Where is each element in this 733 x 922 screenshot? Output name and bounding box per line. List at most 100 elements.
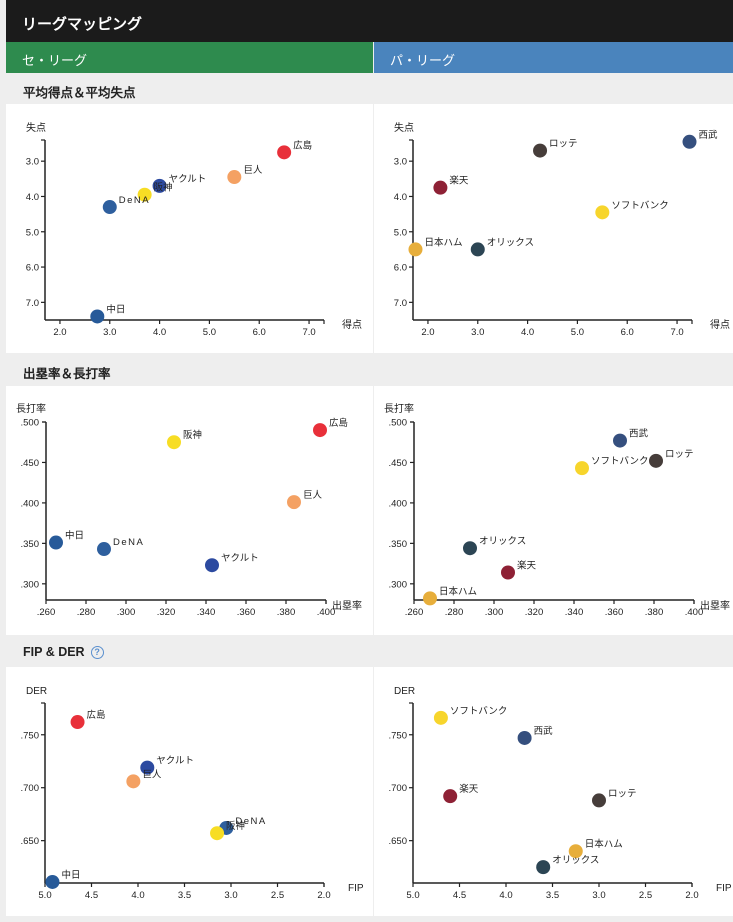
data-point[interactable] — [408, 242, 423, 257]
x-tick-label: 4.0 — [131, 890, 144, 901]
data-point[interactable] — [313, 423, 327, 438]
data-point[interactable] — [287, 495, 301, 510]
data-point[interactable] — [49, 535, 63, 550]
y-axis-label: DER — [26, 686, 47, 697]
x-tick-label: 5.0 — [406, 890, 419, 901]
point-label: 巨人 — [243, 165, 263, 176]
x-tick-label: 3.0 — [471, 327, 484, 338]
y-tick-label: .400 — [21, 498, 40, 509]
data-point[interactable] — [575, 461, 589, 476]
x-tick-label: 5.0 — [571, 327, 584, 338]
point-label: ヤクルト — [169, 174, 207, 185]
y-axis-label: DER — [394, 686, 415, 697]
y-axis-label: 長打率 — [16, 402, 46, 415]
data-point[interactable] — [682, 134, 697, 149]
data-point[interactable] — [568, 844, 583, 859]
chart-panel-obp-slg-pacific: .300 .350 .400 .450 .500 .260 .280 .300 .320 .340… — [374, 386, 733, 635]
point-label: 阪神 — [183, 429, 202, 441]
data-point[interactable] — [595, 205, 610, 220]
point-label: 広島 — [329, 417, 348, 429]
point-label: 西武 — [534, 725, 554, 737]
data-point[interactable] — [536, 860, 551, 875]
y-axis-label: 長打率 — [384, 402, 414, 415]
data-point[interactable] — [501, 565, 515, 580]
data-point[interactable] — [205, 558, 219, 573]
point-label: 楽天 — [517, 559, 537, 571]
data-point[interactable] — [517, 730, 532, 745]
data-point[interactable] — [423, 591, 437, 606]
point-label: オリックス — [487, 237, 534, 248]
y-tick-label: 5.0 — [394, 227, 407, 238]
chart-obp-slg-central: .300 .350 .400 .450 .500 .260 .280 .300 .320 .340… — [16, 402, 362, 618]
x-tick-label: 3.5 — [546, 890, 559, 901]
point-label: ヤクルト — [156, 756, 194, 767]
point-label: ソフトバンク — [611, 200, 668, 211]
data-point[interactable] — [533, 143, 548, 158]
data-point[interactable] — [227, 170, 242, 185]
data-point[interactable] — [152, 178, 167, 193]
data-point[interactable] — [470, 242, 485, 257]
point-label: 楽天 — [459, 783, 479, 795]
x-tick-label: 4.5 — [453, 890, 466, 901]
x-tick-label: .400 — [317, 607, 336, 618]
y-tick-label: .750 — [389, 730, 408, 741]
y-tick-label: .450 — [21, 458, 40, 469]
x-tick-label: .260 — [37, 607, 56, 618]
data-point[interactable] — [137, 187, 152, 202]
point-label: 日本ハム — [424, 236, 462, 248]
data-point[interactable] — [592, 793, 606, 808]
x-tick-label: .320 — [157, 607, 176, 618]
x-tick-label: 2.0 — [53, 327, 66, 338]
point-label: 巨人 — [142, 769, 162, 780]
data-point[interactable] — [443, 789, 458, 804]
x-tick-label: 3.0 — [592, 890, 605, 901]
x-tick-label: 6.0 — [253, 327, 266, 338]
data-point[interactable] — [277, 145, 292, 160]
data-point[interactable] — [45, 874, 60, 889]
data-point[interactable] — [433, 710, 448, 725]
x-axis-label: 出塁率 — [700, 599, 730, 612]
data-point[interactable] — [140, 760, 155, 775]
data-point[interactable] — [70, 715, 85, 730]
point-label: 阪神 — [154, 182, 173, 194]
point-label: 巨人 — [303, 490, 323, 501]
point-label: 中日 — [106, 303, 125, 315]
x-tick-label: 3.0 — [103, 327, 116, 338]
x-tick-label: 2.0 — [317, 890, 330, 901]
x-tick-label: .280 — [77, 607, 96, 618]
point-label: ロッテ — [549, 139, 578, 150]
data-point[interactable] — [210, 826, 225, 841]
section-title-obp-slg: 出塁率＆長打率 — [6, 354, 733, 385]
point-label: 日本ハム — [585, 838, 623, 850]
data-point[interactable] — [126, 774, 141, 789]
y-tick-label: 5.0 — [26, 227, 39, 238]
chart-panel-obp-slg-central: .300 .350 .400 .450 .500 .260 .280 .300 .320 .340… — [6, 386, 373, 635]
data-point[interactable] — [613, 433, 627, 448]
x-tick-label: .300 — [117, 607, 136, 618]
y-tick-label: .500 — [21, 418, 40, 429]
data-point[interactable] — [167, 435, 181, 450]
x-axis-label: 出塁率 — [332, 599, 362, 612]
data-point[interactable] — [433, 180, 448, 195]
data-point[interactable] — [97, 542, 111, 557]
chart-fip-der-pacific: .650 .700 .750 5.0 4.5 4.0 3.5 3.0 2.5 2.0 DER FIP ソ… — [389, 686, 732, 901]
x-axis-label: FIP — [348, 883, 364, 894]
point-label: ヤクルト — [221, 553, 259, 564]
point-label: DeNA — [119, 195, 150, 206]
point-label: オリックス — [479, 536, 526, 547]
chart-panel-runs-central: 3.0 4.0 5.0 6.0 7.0 2.0 3.0 4.0 5.0 6.0 7.0 失点 得点 広島巨… — [6, 104, 373, 353]
data-point[interactable] — [463, 541, 477, 556]
data-point[interactable] — [649, 453, 663, 468]
x-tick-label: 4.0 — [499, 890, 512, 901]
y-tick-label: .700 — [389, 783, 408, 794]
help-icon[interactable]: ? — [90, 646, 104, 659]
data-point[interactable] — [90, 309, 105, 324]
point-label: ソフトバンク — [450, 706, 507, 717]
y-tick-label: .450 — [389, 458, 408, 469]
x-axis-label: 得点 — [710, 319, 730, 331]
x-tick-label: 3.5 — [178, 890, 191, 901]
y-tick-label: .700 — [21, 783, 40, 794]
data-point[interactable] — [102, 200, 117, 215]
point-label: 広島 — [293, 139, 312, 151]
